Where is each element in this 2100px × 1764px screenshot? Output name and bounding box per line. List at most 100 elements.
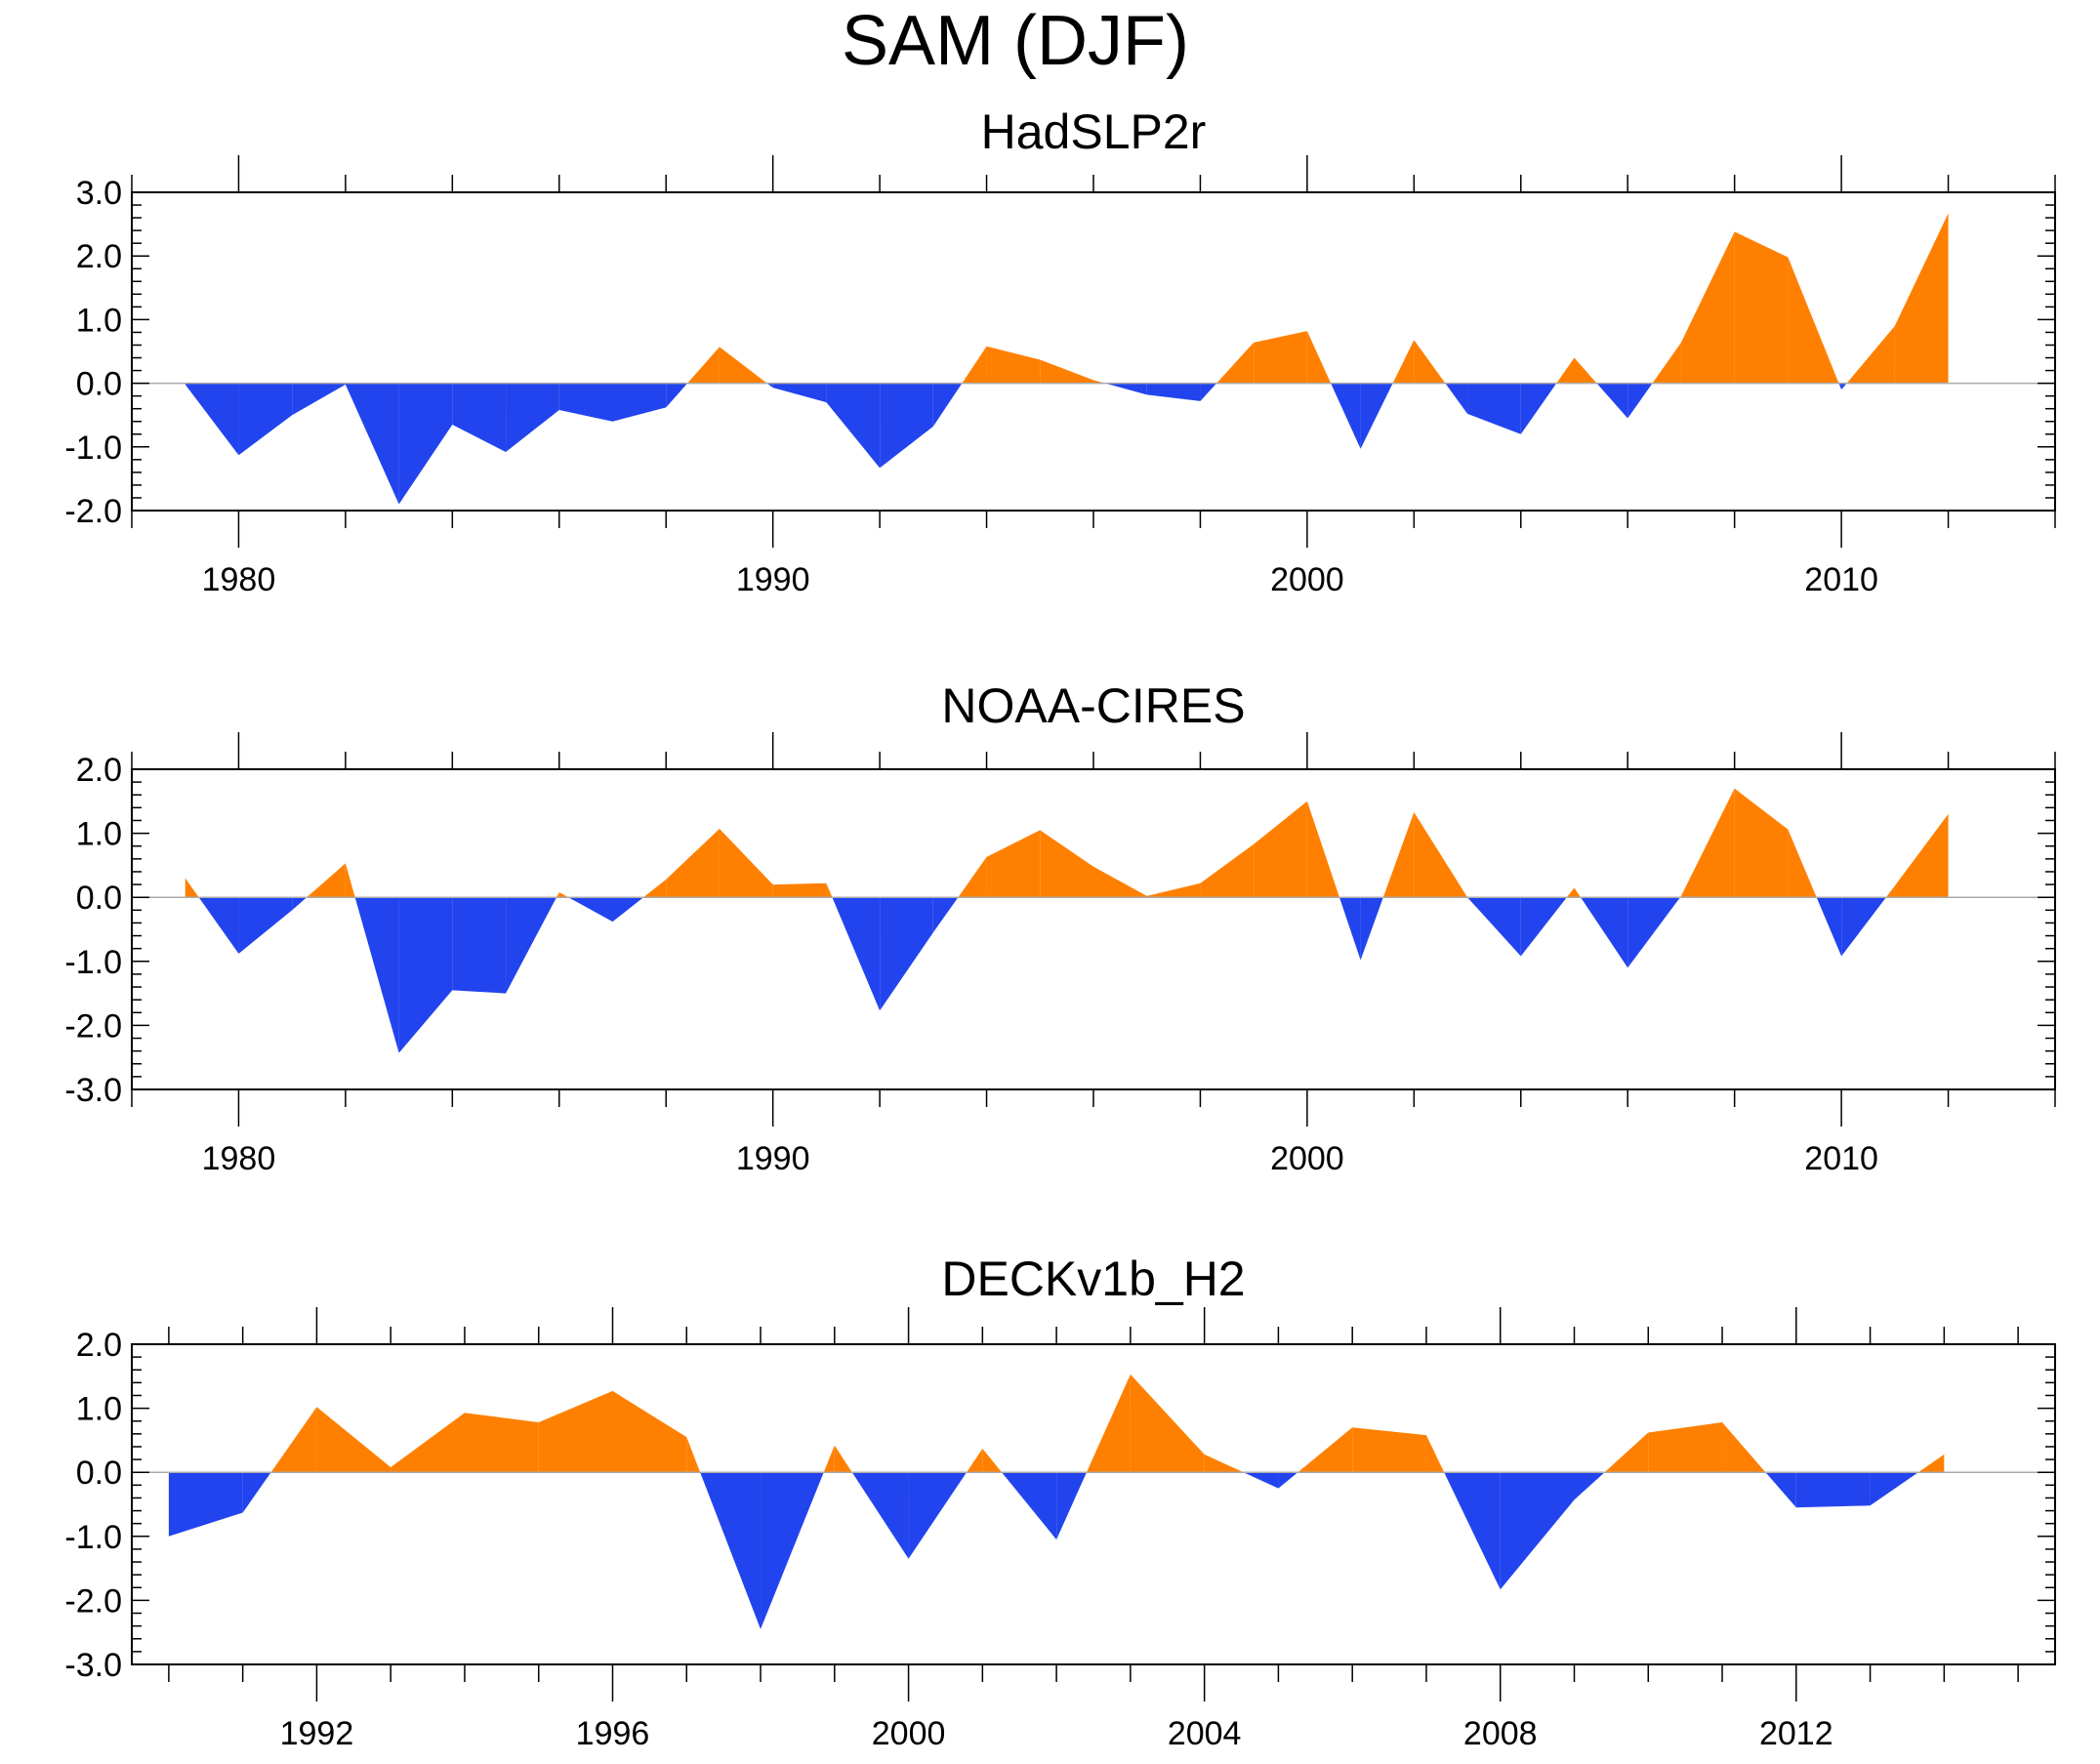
negative-area bbox=[398, 383, 453, 505]
positive-area bbox=[823, 1445, 835, 1473]
negative-area bbox=[700, 1472, 762, 1629]
negative-area bbox=[185, 383, 239, 456]
positive-area bbox=[643, 879, 667, 898]
negative-area bbox=[1002, 1472, 1057, 1540]
negative-area bbox=[506, 897, 557, 994]
x-tick-label: 1990 bbox=[736, 1140, 810, 1177]
y-tick-label: -3.0 bbox=[64, 1072, 122, 1109]
positive-area bbox=[316, 1407, 391, 1473]
positive-area bbox=[345, 863, 355, 898]
positive-area bbox=[1414, 811, 1468, 898]
positive-area bbox=[982, 1448, 1003, 1473]
positive-area bbox=[538, 1390, 613, 1473]
x-tick-label: 2010 bbox=[1804, 561, 1878, 598]
positive-area bbox=[687, 347, 720, 384]
positive-area bbox=[986, 346, 1041, 384]
page-title: SAM (DJF) bbox=[842, 2, 1189, 80]
y-tick-label: -1.0 bbox=[64, 1519, 122, 1556]
negative-area bbox=[506, 383, 559, 453]
negative-area bbox=[1338, 897, 1361, 961]
negative-area bbox=[766, 383, 773, 389]
x-tick-label: 2004 bbox=[1168, 1715, 1242, 1752]
negative-area bbox=[1520, 383, 1557, 434]
negative-area bbox=[880, 897, 933, 1011]
positive-area bbox=[1382, 811, 1415, 898]
positive-area bbox=[666, 829, 720, 898]
panel-title: HadSLP2r bbox=[981, 104, 1207, 159]
x-tick-label: 1996 bbox=[576, 1715, 650, 1752]
positive-area bbox=[1652, 342, 1681, 384]
x-tick-label: 1992 bbox=[280, 1715, 354, 1752]
negative-area bbox=[1104, 383, 1147, 395]
negative-area bbox=[1581, 897, 1628, 968]
y-tick-label: 2.0 bbox=[76, 1327, 122, 1364]
y-tick-label: 0.0 bbox=[76, 366, 122, 403]
positive-area bbox=[1734, 231, 1789, 384]
negative-area bbox=[1520, 897, 1567, 957]
positive-area bbox=[986, 830, 1041, 898]
chart-panel-3: -3.0 -2.0 -1.0 0.0 1.0 2.0 1992 1996 2000 2004 200… bbox=[64, 1251, 2056, 1752]
y-tick-label: 1.0 bbox=[76, 1391, 122, 1428]
plot-frame bbox=[131, 1343, 2056, 1665]
negative-area bbox=[932, 897, 959, 933]
y-tick-label: -2.0 bbox=[64, 1582, 122, 1620]
positive-area bbox=[1040, 830, 1093, 898]
negative-area bbox=[1444, 1472, 1501, 1590]
positive-area bbox=[1414, 340, 1446, 384]
negative-area bbox=[452, 897, 507, 994]
positive-area bbox=[1306, 331, 1332, 384]
negative-area bbox=[1627, 383, 1653, 419]
positive-area bbox=[1254, 331, 1307, 384]
negative-area bbox=[612, 383, 667, 422]
x-tick-label: 2000 bbox=[872, 1715, 946, 1752]
negative-area bbox=[1146, 383, 1201, 401]
positive-area bbox=[1648, 1422, 1723, 1473]
positive-area bbox=[1254, 800, 1307, 898]
positive-area bbox=[185, 878, 199, 898]
negative-area bbox=[761, 1472, 824, 1629]
positive-area bbox=[1146, 882, 1201, 898]
positive-area bbox=[1216, 342, 1255, 384]
negative-area bbox=[851, 1472, 909, 1559]
negative-area bbox=[666, 383, 688, 408]
positive-area bbox=[1086, 1374, 1131, 1473]
positive-area bbox=[719, 829, 773, 898]
x-tick-label: 1990 bbox=[736, 561, 810, 598]
negative-area bbox=[832, 897, 881, 1011]
positive-area bbox=[958, 856, 987, 898]
x-tick-label: 2012 bbox=[1759, 1715, 1833, 1752]
negative-area bbox=[1596, 383, 1628, 419]
y-tick-label: 2.0 bbox=[76, 238, 122, 275]
negative-area bbox=[1841, 897, 1886, 957]
positive-area bbox=[1885, 885, 1895, 898]
positive-area bbox=[1093, 380, 1105, 384]
panel-title: NOAA-CIRES bbox=[941, 678, 1245, 733]
negative-area bbox=[1331, 383, 1361, 449]
negative-area bbox=[826, 383, 881, 469]
positive-area bbox=[1846, 325, 1895, 384]
negative-area bbox=[238, 383, 293, 456]
negative-area bbox=[1816, 897, 1842, 957]
positive-area bbox=[1680, 788, 1735, 898]
negative-area bbox=[1627, 897, 1680, 968]
positive-area bbox=[1604, 1432, 1649, 1473]
x-tick-label: 1980 bbox=[202, 1140, 276, 1177]
positive-area bbox=[1788, 257, 1839, 384]
positive-area bbox=[719, 347, 767, 384]
negative-area bbox=[568, 897, 613, 923]
positive-area bbox=[967, 1448, 983, 1473]
negative-area bbox=[242, 1472, 271, 1513]
positive-area bbox=[1556, 357, 1575, 384]
positive-area bbox=[556, 891, 559, 898]
negative-area bbox=[772, 383, 827, 403]
y-tick-label: 1.0 bbox=[76, 816, 122, 853]
positive-area bbox=[834, 1445, 852, 1473]
negative-area bbox=[1200, 383, 1217, 401]
positive-area bbox=[1306, 800, 1339, 898]
y-tick-label: 3.0 bbox=[76, 175, 122, 212]
negative-area bbox=[880, 383, 933, 469]
positive-area bbox=[1574, 357, 1597, 384]
negative-area bbox=[1467, 897, 1521, 957]
negative-area bbox=[1870, 1472, 1918, 1506]
